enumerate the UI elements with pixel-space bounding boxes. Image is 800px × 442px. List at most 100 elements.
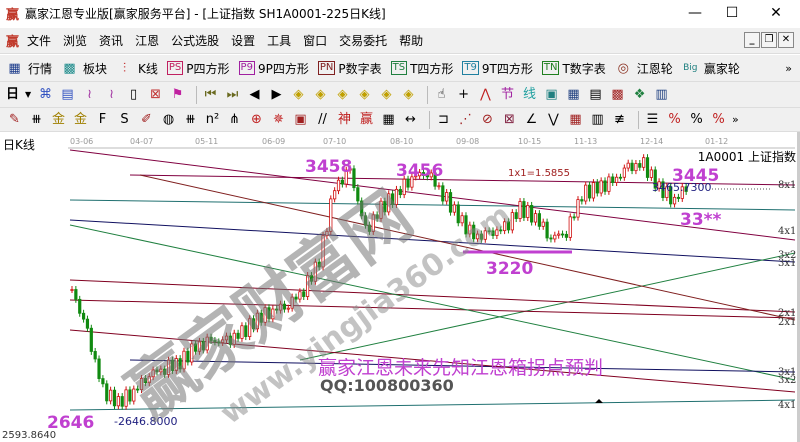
menu-news[interactable]: 资讯 [99,34,124,48]
minimize-button[interactable]: — [688,5,702,21]
indicator-icon[interactable]: ⊠ [150,87,161,102]
mdi-minimize-button[interactable]: _ [744,32,760,48]
menu-formula[interactable]: 公式选股 [171,34,220,48]
parallel-icon[interactable]: // [318,112,327,127]
angle-icon[interactable]: ∠ [525,112,538,127]
star-icon[interactable]: ✵ [273,112,284,127]
gold-icon[interactable]: 金 [51,112,65,127]
v-icon[interactable]: ⋁ [548,112,559,127]
menu-file[interactable]: 文件 [27,34,52,48]
grid-icon[interactable]: ▦ [382,112,395,127]
shift-right-icon[interactable]: ◈ [315,87,326,102]
pitchfork-icon[interactable]: ⋔ [229,112,240,127]
candle-style-icon[interactable]: ▯ [129,87,138,102]
menu-gann[interactable]: 江恩 [135,34,160,48]
calendar-icon[interactable]: ▣ [545,87,558,102]
box-icon[interactable]: ⊐ [438,112,449,127]
candle-body [483,230,487,240]
list-icon[interactable]: ☰ [646,112,659,127]
toolbar-p-square[interactable]: PS P四方形 [166,60,230,77]
compress-icon[interactable]: ◈ [359,87,370,102]
menu-tools[interactable]: 工具 [267,34,292,48]
section-icon[interactable]: 节 [501,87,515,102]
first-icon[interactable]: ⏮ [204,87,217,102]
last-icon[interactable]: ⏭ [226,87,239,102]
close-button[interactable]: ✕ [770,5,782,21]
toolbar-winner-wheel[interactable]: Big 赢家轮 [682,60,740,77]
report-icon[interactable]: ▤ [589,87,602,102]
zigzag-icon[interactable]: ⋀ [480,87,491,102]
zoom-in-icon[interactable]: ◈ [381,87,392,102]
toolbar-t-table[interactable]: TN T数字表 [541,60,606,77]
menu-settings[interactable]: 设置 [231,34,256,48]
scrollbar[interactable] [797,132,800,442]
target-icon[interactable]: ⊕ [251,112,262,127]
n2-icon[interactable]: n² [205,112,220,127]
wave9-icon[interactable]: ≀ [109,87,114,102]
toolbar-gann-wheel[interactable]: ◎ 江恩轮 [615,60,673,77]
gann-box-icon[interactable]: ⊘ [482,112,493,127]
percent-levels-icon[interactable]: % [712,112,725,127]
toolbar-kline[interactable]: ⫶ K线 [116,60,158,77]
zoom-out-icon[interactable]: ◈ [403,87,414,102]
notes-icon[interactable]: ▤ [61,87,74,102]
circle-icon[interactable]: ◍ [162,112,175,127]
left-arrow-icon[interactable]: ◀ [249,87,260,102]
toolbar-sectors[interactable]: ▩ 板块 [61,60,107,77]
spiral-icon[interactable]: S [120,112,129,127]
square-icon[interactable]: ▣ [294,112,307,127]
ruler-pen-icon[interactable]: ✐ [141,112,152,127]
grid-red-icon[interactable]: ▦ [569,112,582,127]
lines-icon[interactable]: ⧻ [185,112,196,127]
print-icon[interactable]: ▥ [655,87,668,102]
wave3-icon[interactable]: ≀ [87,87,92,102]
save-icon[interactable]: ▩ [611,87,624,102]
fib-icon[interactable]: F [98,112,107,127]
candle-body [170,359,175,371]
crosshair-icon[interactable]: + [458,87,469,102]
toolbar-more-button[interactable]: » [732,113,739,126]
candle-body [298,291,302,300]
menu-window[interactable]: 窗口 [303,34,328,48]
divider [427,85,429,104]
flag-icon[interactable]: ⚑ [171,87,184,102]
menu-trade[interactable]: 交易委托 [339,34,388,48]
mdi-close-button[interactable]: ✕ [778,32,794,48]
right-arrow-icon[interactable]: ▶ [271,87,282,102]
percent-icon[interactable]: % [690,112,703,127]
toolbar-9p-square[interactable]: P9 9P四方形 [238,60,309,77]
period-select[interactable]: 日 [6,87,20,102]
gold2-icon[interactable]: 金 [73,112,87,127]
menu-app-icon[interactable]: 赢 [6,35,20,50]
width-icon[interactable]: ↔ [405,112,416,127]
fan-icon[interactable]: ⋰ [459,112,472,127]
calculator-icon[interactable]: ▦ [567,87,580,102]
menu-help[interactable]: 帮助 [399,34,424,48]
toolbar-t-square[interactable]: TS T四方形 [390,60,453,77]
hand-icon[interactable]: ☝ [437,87,446,102]
maximize-button[interactable]: ☐ [725,5,739,21]
menu-browse[interactable]: 浏览 [63,34,88,48]
ying-icon[interactable]: 赢 [359,112,373,127]
percent-line-icon[interactable]: % [668,112,681,127]
gann-square-icon[interactable]: ⊠ [504,112,515,127]
shen-icon[interactable]: 神 [337,112,351,127]
line-icon[interactable]: 线 [523,87,537,102]
candle-body [452,204,456,213]
pen-icon[interactable]: ✎ [9,112,20,127]
mdi-restore-button[interactable]: ❐ [761,32,777,48]
toolbar-p-table[interactable]: PN P数字表 [317,60,382,77]
toolbar-quotes[interactable]: ▦ 行情 [6,60,52,77]
toolbar-9t-square[interactable]: T9 9T四方形 [462,60,533,77]
overlay-icon[interactable]: ⌘ [39,87,53,102]
expand-icon[interactable]: ◈ [337,87,348,102]
bars-icon[interactable]: ⧻ [31,112,42,127]
kline-chart[interactable]: 03-06 04-07 05-11 06-09 07-10 08-10 09-08 10-15… [0,132,800,442]
shift-left-icon[interactable]: ◈ [293,87,304,102]
channel-icon[interactable]: ≢ [614,112,625,127]
grid-arrow-icon[interactable]: ▥ [591,112,604,127]
toolbar-more-button[interactable]: » [785,61,792,75]
chevron-down-icon[interactable]: ▼ [24,90,32,99]
network-icon[interactable]: ❖ [633,87,646,102]
candle-body [105,383,109,402]
